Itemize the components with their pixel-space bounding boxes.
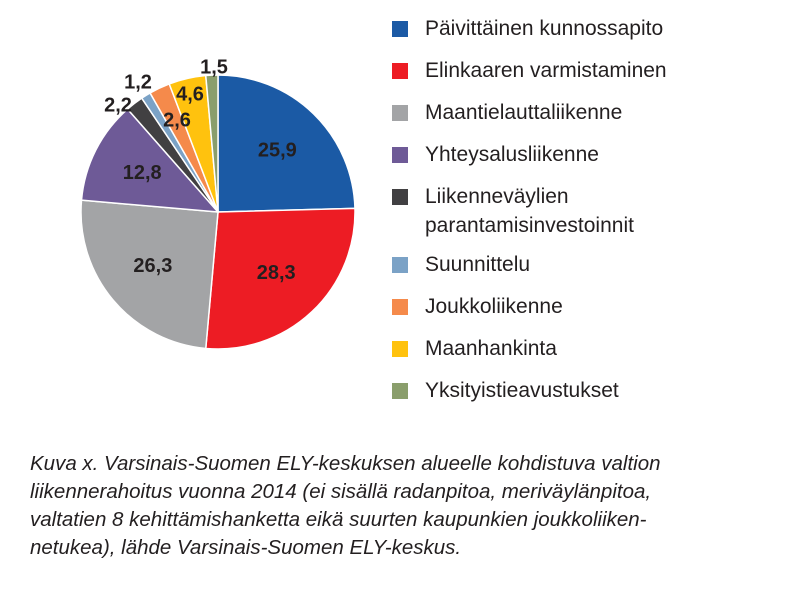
legend-label: Maanhankinta <box>425 337 557 360</box>
pie-data-label: 4,6 <box>176 83 204 105</box>
legend-swatch <box>392 341 408 357</box>
legend-item-paivittainen-kunnossapito: Päivittäinen kunnossapito <box>392 14 802 43</box>
pie-data-label: 1,2 <box>124 71 152 93</box>
caption-line-3: valtatien 8 kehittämishanketta eikä suur… <box>30 508 647 531</box>
legend-item-suunnittelu: Suunnittelu <box>392 250 802 279</box>
legend-label: Joukkoliikenne <box>425 295 563 318</box>
pie-data-label: 2,6 <box>163 109 191 131</box>
legend-item-maanhankinta: Maanhankinta <box>392 334 802 363</box>
pie-slice <box>80 199 219 350</box>
pie-slice <box>217 74 356 213</box>
pie-data-label: 26,3 <box>133 255 172 277</box>
pie-slice <box>80 108 219 213</box>
pie-slice <box>205 74 219 213</box>
legend-item-liikennevaylien-parantamisinvestoinnit: Liikenneväylien parantamisinvestoinnit <box>392 182 802 240</box>
legend-swatch <box>392 63 408 79</box>
legend-label: Yhteysalusliikenne <box>425 143 599 166</box>
caption-line-1: Kuva x. Varsinais-Suomen ELY-keskuksen a… <box>30 452 661 475</box>
legend-label: Maantielauttaliikenne <box>425 101 623 124</box>
pie-slice <box>205 207 356 350</box>
legend-item-maantielauttaliikenne: Maantielauttaliikenne <box>392 98 802 127</box>
legend-label: Elinkaaren varmistaminen <box>425 59 667 82</box>
pie-data-label: 12,8 <box>123 162 162 184</box>
legend-swatch <box>392 21 408 37</box>
legend-item-yksityistieavustukset: Yksityistieavustukset <box>392 376 802 405</box>
legend-label: Päivittäinen kunnossapito <box>425 17 664 40</box>
pie-data-label: 2,2 <box>104 94 132 116</box>
legend: Päivittäinen kunnossapito Elinkaaren var… <box>392 14 802 418</box>
legend-label: Suunnittelu <box>425 253 531 276</box>
legend-swatch <box>392 105 408 121</box>
legend-swatch <box>392 299 408 315</box>
pie-data-label: 1,5 <box>200 56 228 78</box>
pie-data-labels: 25,9 28,3 26,3 12,8 2,21,2 2,6 4,6 1,5 <box>104 56 297 284</box>
legend-label-line1: Liikenneväylien <box>425 185 569 208</box>
pie-data-label: 25,9 <box>258 139 297 161</box>
legend-label-line2: parantamisinvestoinnit <box>425 214 634 237</box>
figure-caption: Kuva x. Varsinais-Suomen ELY-keskuksen a… <box>30 450 790 562</box>
legend-label: Yksityistieavustukset <box>425 379 619 402</box>
legend-item-joukkoliikenne: Joukkoliikenne <box>392 292 802 321</box>
caption-line-4: netukea), lähde Varsinais-Suomen ELY-kes… <box>30 536 462 559</box>
legend-swatch <box>392 147 408 163</box>
legend-swatch <box>392 257 408 273</box>
pie-slices <box>80 74 356 350</box>
legend-swatch <box>392 383 408 399</box>
legend-item-elinkaaren-varmistaminen: Elinkaaren varmistaminen <box>392 56 802 85</box>
legend-swatch <box>392 189 408 205</box>
caption-line-2: liikennerahoitus vuonna 2014 (ei sisällä… <box>30 480 652 503</box>
pie-data-label: 28,3 <box>257 262 296 284</box>
legend-item-yhteysalusliikenne: Yhteysalusliikenne <box>392 140 802 169</box>
